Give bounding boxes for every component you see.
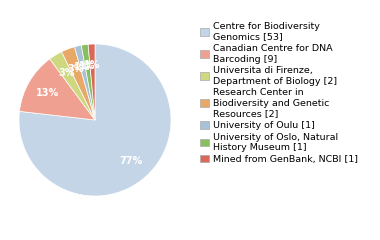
- Wedge shape: [81, 44, 95, 120]
- Text: 3%: 3%: [58, 68, 75, 78]
- Text: 77%: 77%: [120, 156, 143, 166]
- Text: 3%: 3%: [67, 64, 84, 74]
- Text: 1%: 1%: [79, 61, 96, 71]
- Wedge shape: [62, 47, 95, 120]
- Text: 13%: 13%: [36, 88, 59, 98]
- Text: 1%: 1%: [74, 62, 91, 72]
- Legend: Centre for Biodiversity
Genomics [53], Canadian Centre for DNA
Barcoding [9], Un: Centre for Biodiversity Genomics [53], C…: [198, 20, 359, 166]
- Wedge shape: [19, 44, 171, 196]
- Wedge shape: [50, 52, 95, 120]
- Wedge shape: [19, 59, 95, 120]
- Wedge shape: [88, 44, 95, 120]
- Text: 1%: 1%: [84, 60, 101, 70]
- Wedge shape: [74, 45, 95, 120]
